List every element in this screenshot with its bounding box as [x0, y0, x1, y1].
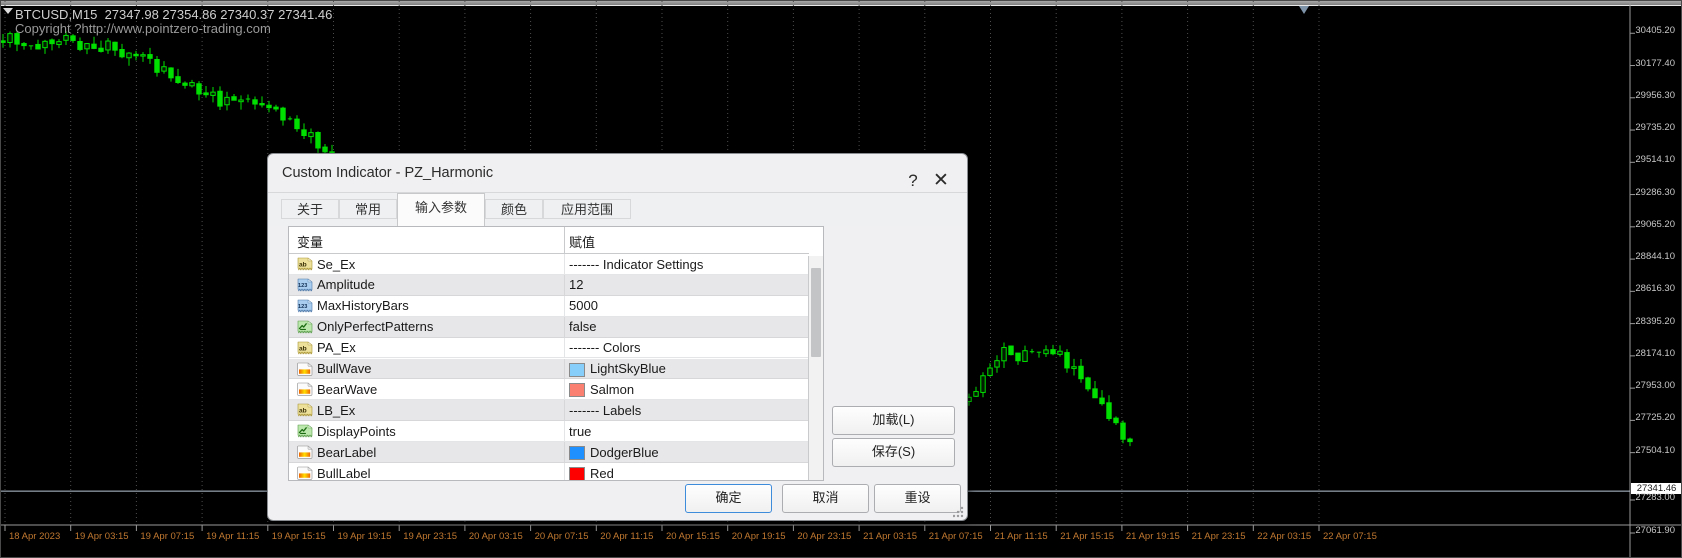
svg-text:ab: ab: [299, 408, 307, 415]
svg-text:123: 123: [298, 283, 307, 289]
svg-text:123: 123: [298, 304, 307, 310]
svg-text:ab: ab: [299, 261, 307, 268]
svg-text:ab: ab: [299, 345, 307, 352]
